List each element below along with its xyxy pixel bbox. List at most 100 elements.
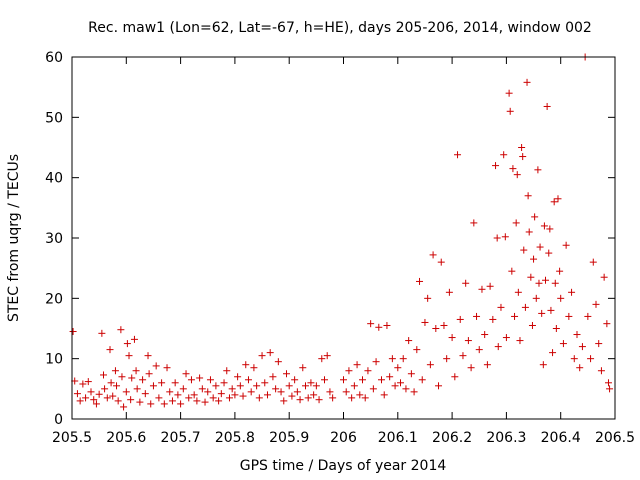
data-point bbox=[174, 391, 182, 399]
data-point bbox=[348, 394, 356, 402]
data-point bbox=[513, 171, 521, 179]
y-tick-label: 0 bbox=[54, 412, 63, 428]
data-point bbox=[378, 376, 386, 384]
data-point bbox=[307, 379, 315, 387]
data-point bbox=[206, 376, 214, 384]
y-axis-label: STEC from uqrg / TECUs bbox=[6, 154, 22, 322]
data-point bbox=[145, 370, 153, 378]
data-point bbox=[242, 361, 250, 369]
data-point bbox=[462, 279, 470, 287]
data-point bbox=[98, 329, 106, 337]
data-point bbox=[456, 315, 464, 323]
data-point bbox=[592, 300, 600, 308]
data-point bbox=[410, 388, 418, 396]
data-point bbox=[291, 376, 299, 384]
data-point bbox=[168, 397, 176, 405]
data-point bbox=[402, 385, 410, 393]
data-point bbox=[106, 346, 114, 354]
data-point bbox=[459, 352, 467, 360]
data-point bbox=[113, 382, 121, 390]
data-point bbox=[595, 340, 603, 348]
data-point bbox=[136, 398, 144, 406]
data-point bbox=[209, 394, 217, 402]
data-point bbox=[212, 382, 220, 390]
data-point bbox=[413, 346, 421, 354]
data-point bbox=[84, 378, 92, 386]
data-point bbox=[231, 391, 239, 399]
data-point bbox=[296, 396, 304, 404]
data-point bbox=[380, 391, 388, 399]
data-point bbox=[139, 376, 147, 384]
data-point bbox=[342, 388, 350, 396]
data-point bbox=[440, 321, 448, 329]
data-point bbox=[578, 343, 586, 351]
data-point bbox=[445, 288, 453, 296]
data-point bbox=[448, 334, 456, 342]
x-tick-label: 206.5 bbox=[595, 430, 635, 446]
data-point bbox=[185, 394, 193, 402]
y-tick-label: 40 bbox=[45, 171, 63, 187]
data-point bbox=[69, 328, 77, 336]
data-point bbox=[543, 102, 551, 110]
data-point bbox=[547, 306, 555, 314]
data-point bbox=[92, 400, 100, 408]
data-point bbox=[391, 382, 399, 390]
data-point bbox=[217, 390, 225, 398]
data-point bbox=[190, 391, 198, 399]
data-point bbox=[386, 373, 394, 381]
data-point bbox=[158, 379, 166, 387]
data-point bbox=[177, 400, 185, 408]
data-point bbox=[432, 325, 440, 332]
data-point bbox=[361, 394, 369, 402]
data-point bbox=[545, 249, 553, 257]
data-point bbox=[372, 358, 380, 366]
data-point bbox=[539, 361, 547, 369]
data-point bbox=[76, 397, 84, 405]
x-tick-label: 205.7 bbox=[161, 430, 201, 446]
data-point bbox=[166, 388, 174, 396]
data-point bbox=[288, 392, 296, 400]
data-point bbox=[551, 279, 559, 287]
data-point bbox=[523, 78, 531, 86]
data-points bbox=[69, 53, 614, 411]
data-point bbox=[421, 318, 429, 326]
x-tick-label: 206.4 bbox=[541, 430, 581, 446]
data-point bbox=[160, 400, 168, 408]
data-point bbox=[464, 337, 472, 345]
data-point bbox=[565, 312, 573, 320]
data-point bbox=[285, 382, 293, 390]
y-tick-label: 50 bbox=[45, 110, 63, 126]
data-point bbox=[359, 376, 367, 384]
data-point bbox=[204, 388, 212, 396]
data-point bbox=[310, 391, 318, 399]
data-point bbox=[122, 388, 130, 396]
data-point bbox=[299, 364, 307, 372]
data-point bbox=[509, 165, 517, 173]
x-axis-label: GPS time / Days of year 2014 bbox=[240, 458, 447, 474]
data-point bbox=[152, 362, 160, 370]
data-point bbox=[512, 219, 520, 227]
data-point bbox=[127, 396, 135, 404]
data-point bbox=[508, 267, 516, 275]
data-point bbox=[198, 385, 206, 393]
data-point bbox=[301, 382, 309, 390]
data-point bbox=[147, 400, 155, 408]
plot-frame bbox=[71, 56, 616, 420]
data-point bbox=[312, 382, 320, 390]
data-point bbox=[280, 397, 288, 405]
data-point bbox=[426, 361, 434, 369]
data-point bbox=[95, 390, 103, 398]
data-point bbox=[486, 282, 494, 290]
data-point bbox=[103, 394, 111, 402]
data-point bbox=[220, 379, 228, 387]
data-point bbox=[318, 355, 326, 363]
y-tick-label: 30 bbox=[45, 231, 63, 247]
data-point bbox=[520, 246, 528, 254]
data-point bbox=[473, 312, 481, 320]
data-point bbox=[125, 352, 133, 360]
data-point bbox=[356, 391, 364, 399]
data-point bbox=[502, 334, 510, 342]
data-point bbox=[228, 385, 236, 393]
x-tick-label: 206.1 bbox=[378, 430, 418, 446]
data-point bbox=[557, 294, 565, 302]
